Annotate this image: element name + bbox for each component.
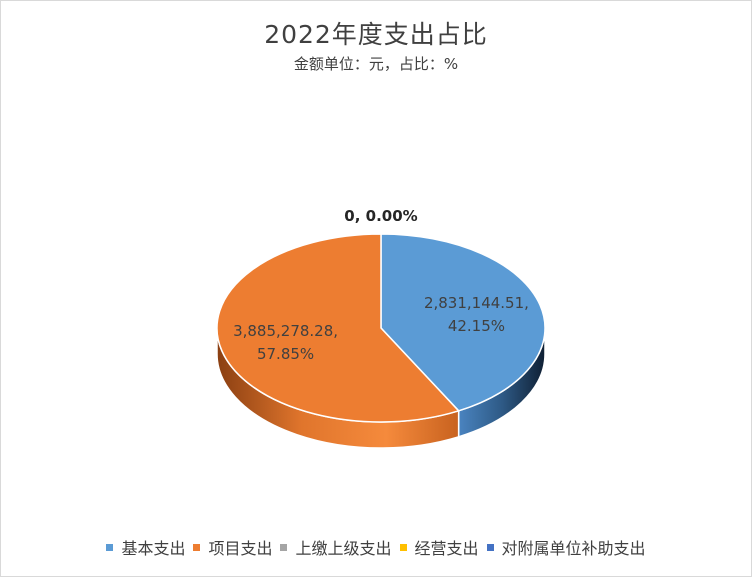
data-label-zero: 0, 0.00% — [344, 207, 417, 225]
chart-subtitle: 金额单位：元，占比：% — [293, 55, 459, 73]
legend-label-4: 经营支出 — [414, 539, 479, 558]
pie-chart: 2,831,144.51, 42.15% 3,885,278.28, 57.85% 0,… — [216, 207, 546, 449]
legend-swatch-3 — [280, 543, 288, 551]
data-label-2-line-2: 57.85% — [257, 345, 314, 363]
legend-item-1[interactable]: 基本支出 — [106, 535, 185, 559]
legend-item-3[interactable]: 上缴上级支出 — [280, 535, 392, 559]
legend-label-5: 对附属单位补助支出 — [501, 539, 646, 558]
legend-swatch-4 — [399, 543, 407, 551]
data-label-1-line-1: 2,831,144.51, — [424, 294, 529, 312]
pie-slice-2[interactable] — [216, 233, 460, 423]
data-label-1-line-2: 42.15% — [448, 317, 505, 335]
legend-swatch-5 — [486, 543, 494, 551]
legend-item-2[interactable]: 项目支出 — [193, 535, 272, 559]
data-label-2-line-1: 3,885,278.28, — [233, 322, 338, 340]
legend-item-5[interactable]: 对附属单位补助支出 — [486, 535, 646, 559]
legend-label-3: 上缴上级支出 — [295, 539, 392, 558]
chart-title: 2022年度支出占比 — [264, 20, 488, 49]
legend: 基本支出 项目支出 上缴上级支出 经营支出 对附属单位补助支出 — [1, 535, 751, 559]
pie-slice-1[interactable] — [380, 233, 546, 412]
legend-swatch-2 — [193, 543, 201, 551]
legend-label-2: 项目支出 — [208, 539, 273, 558]
legend-label-1: 基本支出 — [121, 539, 186, 558]
legend-item-4[interactable]: 经营支出 — [399, 535, 479, 559]
legend-swatch-1 — [106, 543, 114, 551]
